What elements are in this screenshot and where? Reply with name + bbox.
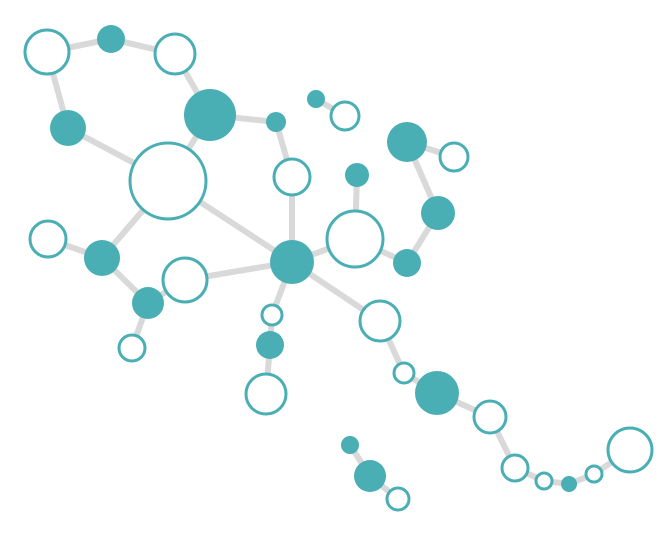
node xyxy=(184,89,236,141)
node xyxy=(84,240,120,276)
node xyxy=(25,30,69,74)
node xyxy=(274,159,310,195)
node xyxy=(97,25,125,53)
node xyxy=(394,363,414,383)
node xyxy=(474,401,506,433)
node xyxy=(331,102,359,130)
node xyxy=(307,90,325,108)
node xyxy=(345,163,369,187)
node xyxy=(327,211,383,267)
node xyxy=(387,488,409,510)
node xyxy=(132,287,164,319)
node xyxy=(163,258,207,302)
node xyxy=(50,110,86,146)
node xyxy=(502,455,528,481)
node xyxy=(393,249,421,277)
node xyxy=(360,301,400,341)
node xyxy=(341,436,359,454)
node xyxy=(561,476,577,492)
node xyxy=(130,143,206,219)
node xyxy=(270,240,314,284)
node xyxy=(30,221,66,257)
node xyxy=(256,331,284,359)
node xyxy=(246,374,286,414)
node xyxy=(266,112,286,132)
node xyxy=(387,122,427,162)
nodes-group xyxy=(25,25,652,510)
node xyxy=(440,143,468,171)
node xyxy=(586,466,602,482)
node xyxy=(155,34,195,74)
node xyxy=(354,460,386,492)
network-diagram xyxy=(0,0,663,537)
node xyxy=(262,305,282,325)
node xyxy=(415,371,459,415)
node xyxy=(119,335,145,361)
node xyxy=(608,428,652,472)
node xyxy=(536,473,552,489)
node xyxy=(421,196,455,230)
